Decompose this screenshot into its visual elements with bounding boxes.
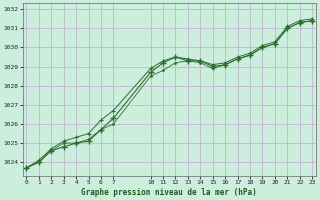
X-axis label: Graphe pression niveau de la mer (hPa): Graphe pression niveau de la mer (hPa) <box>81 188 257 197</box>
